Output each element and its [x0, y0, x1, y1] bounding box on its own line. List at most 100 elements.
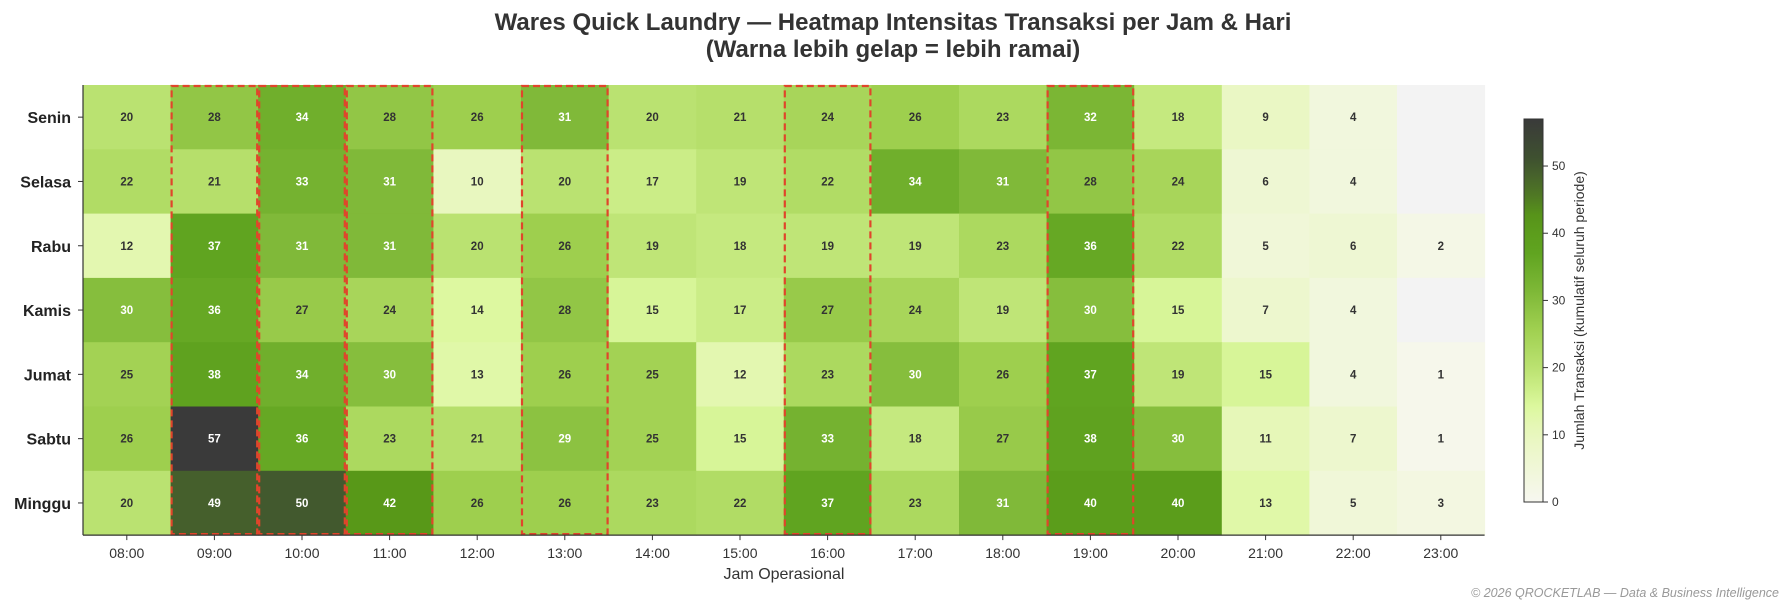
cell-value-label: 10: [471, 176, 484, 188]
heatmap-cell-minggu-2200: [1309, 470, 1398, 536]
x-tick-label: 21:00: [1248, 545, 1283, 561]
cell-value-label: 6: [1350, 241, 1356, 253]
highlight-column-1000: [258, 84, 346, 536]
y-tick-label: Senin: [27, 110, 71, 127]
heatmap-cell-senin-2300: [1397, 85, 1486, 150]
cell-value-label: 30: [1084, 305, 1097, 317]
cell-value-label: 31: [383, 176, 396, 188]
heatmap-cell-kamis-1500: [696, 277, 785, 343]
cell-value-label: 13: [1259, 498, 1272, 510]
x-tick-label: 15:00: [722, 545, 757, 561]
cell-value-label: 25: [120, 369, 133, 381]
x-axis-title: Jam Operasional: [724, 566, 845, 583]
cell-value-label: 28: [558, 305, 571, 317]
cell-value-label: 7: [1350, 434, 1356, 446]
y-tick-label: Selasa: [20, 174, 71, 191]
cell-value-label: 31: [296, 241, 309, 253]
cell-value-label: 37: [208, 241, 221, 253]
heatmap-cell-sabtu-1500: [696, 406, 785, 472]
heatmap-cell-sabtu-2300: [1397, 406, 1486, 472]
cell-value-label: 42: [383, 498, 396, 510]
heatmap-cell-rabu-0900: [170, 213, 259, 279]
heatmap-cell-senin-0800: [83, 85, 172, 150]
cell-value-label: 34: [296, 112, 309, 124]
cell-value-label: 40: [1084, 498, 1097, 510]
cell-value-label: 20: [646, 112, 659, 124]
cell-value-label: 21: [208, 176, 221, 188]
heatmap-cell-minggu-1200: [433, 470, 522, 536]
highlight-columns: [170, 84, 1135, 536]
cell-value-label: 27: [821, 305, 834, 317]
heatmap-cell-rabu-0800: [83, 213, 172, 279]
cell-value-label: 3: [1438, 498, 1444, 510]
heatmap-cell-selasa-1500: [696, 149, 785, 215]
y-tick-label: Kamis: [23, 303, 71, 320]
cell-value-label: 4: [1350, 112, 1357, 124]
cell-value-label: 37: [821, 498, 834, 510]
highlight-column-0900: [170, 84, 259, 536]
cell-value-label: 26: [909, 112, 922, 124]
colorbar: 0 10 20 30 40 50 Jumlah Transaksi (kumulatif s…: [1523, 118, 1587, 509]
cell-value-label: 19: [734, 176, 747, 188]
heatmap-cell-sabtu-1000: [258, 406, 347, 472]
cell-value-label: 25: [646, 434, 659, 446]
heatmap-cell-senin-2100: [1221, 85, 1310, 150]
cell-value-label: 24: [1172, 176, 1185, 188]
x-tick-label: 16:00: [810, 545, 845, 561]
heatmap-cell-minggu-1700: [871, 470, 960, 536]
colorbar-tick-label: 30: [1552, 293, 1566, 307]
heatmap-cell-jumat-0900: [170, 342, 259, 407]
heatmap-cell-senin-1900: [1046, 85, 1135, 150]
cell-value-label: 12: [734, 369, 747, 381]
heatmap-cell-rabu-1100: [345, 213, 434, 279]
y-tick-label: Sabtu: [27, 432, 71, 449]
heatmap-cell-jumat-0800: [83, 342, 172, 407]
heatmap-cell-kamis-1600: [783, 277, 872, 343]
cell-value-label: 22: [734, 498, 747, 510]
cell-value-label: 22: [821, 176, 834, 188]
heatmap-cell-selasa-1300: [521, 149, 610, 215]
colorbar-gradient: [1523, 118, 1544, 503]
cell-value-label: 5: [1262, 241, 1269, 253]
cell-value-label: 20: [120, 112, 133, 124]
heatmap-cell-jumat-2000: [1134, 342, 1223, 407]
heatmap-cell-jumat-1700: [871, 342, 960, 407]
cell-value-label: 28: [208, 112, 221, 124]
cell-value-label: 27: [296, 305, 309, 317]
heatmap-cell-jumat-1200: [433, 342, 522, 407]
heatmap-cell-senin-2200: [1309, 85, 1398, 150]
heatmap-cell-kamis-2200: [1309, 277, 1398, 343]
cell-value-label: 13: [471, 369, 484, 381]
cell-value-label: 23: [909, 498, 922, 510]
x-tick-label: 11:00: [373, 545, 407, 561]
heatmap-cell-sabtu-1200: [433, 406, 522, 472]
heatmap-cell-minggu-2000: [1134, 470, 1223, 536]
heatmap-cell-minggu-0900: [170, 470, 259, 536]
cell-value-label: 19: [821, 241, 834, 253]
heatmap-cell-minggu-1500: [696, 470, 785, 536]
cell-value-label: 36: [296, 434, 309, 446]
cell-value-label: 31: [558, 112, 571, 124]
heatmap-cell-rabu-1300: [521, 213, 610, 279]
cell-value-label: 5: [1350, 498, 1357, 510]
heatmap-cell-jumat-2200: [1309, 342, 1398, 407]
cell-value-label: 32: [1084, 112, 1097, 124]
x-tick-label: 12:00: [460, 545, 495, 561]
heatmap-cell-jumat-1900: [1046, 342, 1135, 407]
cell-value-label: 49: [208, 498, 221, 510]
cell-value-label: 19: [1172, 369, 1185, 381]
heatmap-cell-kamis-1800: [959, 277, 1048, 343]
x-tick-label: 22:00: [1336, 545, 1371, 561]
heatmap-cell-selasa-1000: [258, 149, 347, 215]
heatmap-cell-rabu-2100: [1221, 213, 1310, 279]
cell-value-label: 4: [1350, 369, 1357, 381]
heatmap-cell-sabtu-2200: [1309, 406, 1398, 472]
cell-value-label: 26: [471, 498, 484, 510]
x-tick-label: 20:00: [1160, 545, 1195, 561]
cell-value-label: 34: [909, 176, 922, 188]
cell-value-label: 2: [1438, 241, 1444, 253]
cell-value-label: 36: [1084, 241, 1097, 253]
chart-title-line2: (Warna lebih gelap = lebih ramai): [706, 36, 1081, 63]
x-tick-label: 13:00: [547, 545, 582, 561]
